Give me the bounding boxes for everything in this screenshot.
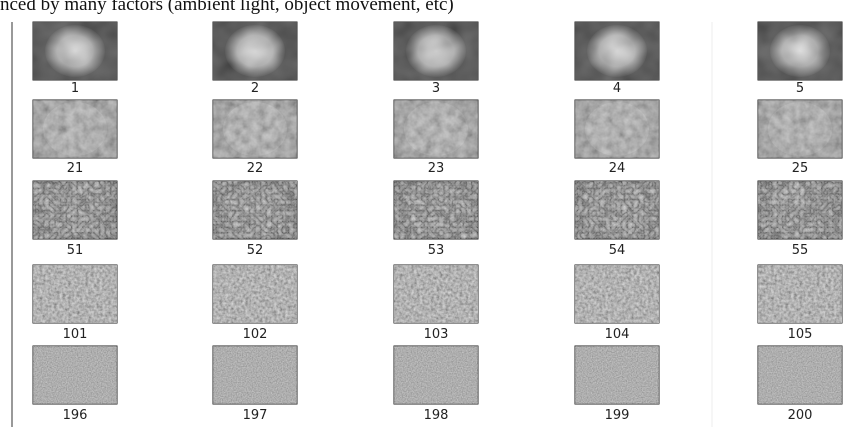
image-texture: [213, 346, 297, 404]
image-label: 102: [243, 327, 268, 342]
image-texture: [575, 100, 659, 158]
image-texture: [33, 346, 117, 404]
image-label: 25: [792, 161, 809, 176]
image-texture: [33, 181, 117, 239]
image-texture: [394, 265, 478, 323]
image-texture: [575, 22, 659, 80]
image-texture: [394, 346, 478, 404]
image-texture: [33, 22, 117, 80]
image-texture: [758, 100, 842, 158]
image-texture: [758, 22, 842, 80]
image-texture: [758, 346, 842, 404]
image-label: 52: [247, 243, 264, 258]
image-label: 197: [243, 408, 268, 423]
image-label: 199: [605, 408, 630, 423]
image-label: 21: [67, 161, 84, 176]
image-texture: [758, 181, 842, 239]
image-texture: [213, 181, 297, 239]
image-texture: [394, 22, 478, 80]
image-label: 54: [609, 243, 626, 258]
image-label: 53: [428, 243, 445, 258]
image-label: 2: [251, 81, 259, 96]
image-label: 4: [613, 81, 621, 96]
image-texture: [575, 181, 659, 239]
image-label: 23: [428, 161, 445, 176]
image-label: 22: [247, 161, 264, 176]
image-texture: [758, 265, 842, 323]
image-label: 3: [432, 81, 440, 96]
image-texture: [213, 22, 297, 80]
image-label: 51: [67, 243, 84, 258]
image-texture: [575, 265, 659, 323]
image-label: 1: [71, 81, 79, 96]
image-label: 104: [605, 327, 630, 342]
image-label: 55: [792, 243, 809, 258]
image-label: 101: [63, 327, 88, 342]
image-texture: [213, 265, 297, 323]
image-label: 196: [63, 408, 88, 423]
image-label: 5: [796, 81, 804, 96]
image-texture: [394, 181, 478, 239]
image-label: 198: [424, 408, 449, 423]
image-label: 200: [788, 408, 813, 423]
image-texture: [213, 100, 297, 158]
figure: 1234521222324255152535455101102103104105…: [0, 0, 851, 427]
image-texture: [575, 346, 659, 404]
image-texture: [33, 100, 117, 158]
image-label: 103: [424, 327, 449, 342]
image-label: 105: [788, 327, 813, 342]
image-label: 24: [609, 161, 626, 176]
image-texture: [394, 100, 478, 158]
image-texture: [33, 265, 117, 323]
page: nced by many factors (ambient light, obj…: [0, 0, 851, 427]
